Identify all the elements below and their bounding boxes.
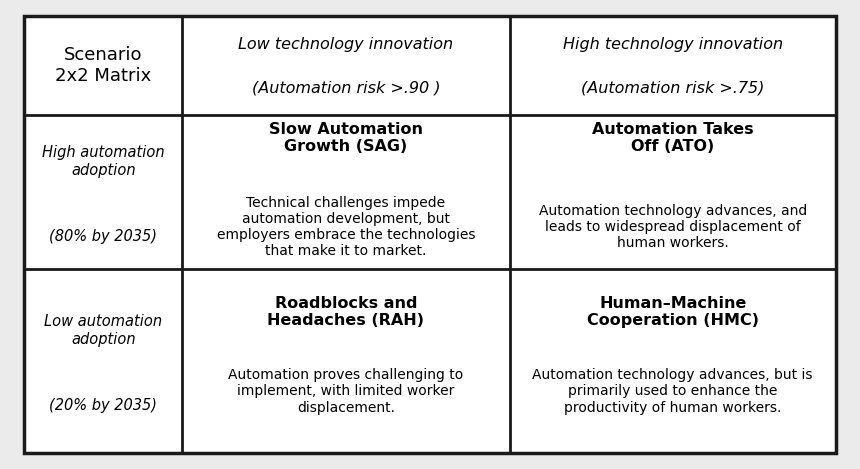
Text: (20% by 2035): (20% by 2035) xyxy=(49,398,157,413)
Text: Roadblocks and
Headaches (RAH): Roadblocks and Headaches (RAH) xyxy=(267,295,425,328)
Text: (Automation risk >.75): (Automation risk >.75) xyxy=(581,81,765,96)
Text: Human–Machine
Cooperation (HMC): Human–Machine Cooperation (HMC) xyxy=(587,295,759,328)
Text: Scenario
2x2 Matrix: Scenario 2x2 Matrix xyxy=(55,46,151,85)
Text: Technical challenges impede
automation development, but
employers embrace the te: Technical challenges impede automation d… xyxy=(217,196,476,258)
Text: Slow Automation
Growth (SAG): Slow Automation Growth (SAG) xyxy=(269,122,423,154)
Text: Automation Takes
Off (ATO): Automation Takes Off (ATO) xyxy=(592,122,753,154)
Text: Automation technology advances, and
leads to widespread displacement of
human wo: Automation technology advances, and lead… xyxy=(538,204,807,250)
Text: High automation
adoption: High automation adoption xyxy=(42,145,164,178)
Text: (Automation risk >.90 ): (Automation risk >.90 ) xyxy=(252,81,440,96)
Text: Automation proves challenging to
implement, with limited worker
displacement.: Automation proves challenging to impleme… xyxy=(229,368,464,415)
Text: High technology innovation: High technology innovation xyxy=(562,37,783,52)
Text: Low automation
adoption: Low automation adoption xyxy=(44,314,163,347)
Text: Automation technology advances, but is
primarily used to enhance the
productivit: Automation technology advances, but is p… xyxy=(532,368,813,415)
Text: Low technology innovation: Low technology innovation xyxy=(238,37,453,52)
Text: (80% by 2035): (80% by 2035) xyxy=(49,229,157,244)
